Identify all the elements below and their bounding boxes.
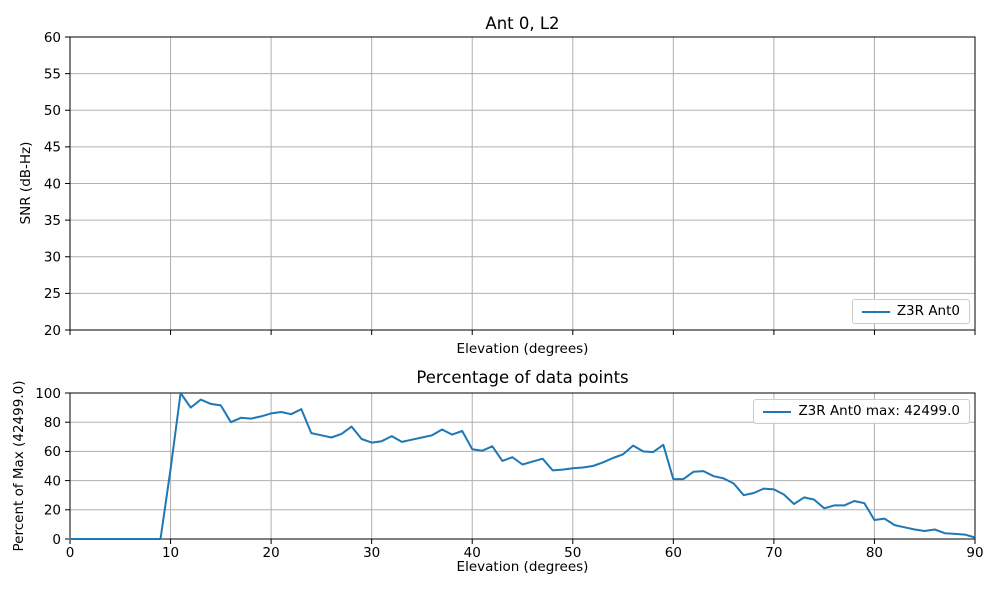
y-tick-label: 40 xyxy=(44,176,61,192)
x-tick-label: 10 xyxy=(162,545,179,561)
y-tick-label: 50 xyxy=(44,103,61,119)
y-tick-label: 100 xyxy=(35,386,61,402)
legend-line-sample-icon xyxy=(861,310,890,313)
y-tick-label: 25 xyxy=(44,286,61,302)
percentage-plot: 0 10 20 30 40 50 60 70 80 90 0 20 40 60 80 100 xyxy=(35,386,983,561)
y-tick-label: 60 xyxy=(44,30,61,46)
x-tick-label: 30 xyxy=(363,545,380,561)
y-tick-label: 40 xyxy=(44,473,61,489)
x-tick-label: 80 xyxy=(866,545,883,561)
y-tick-label: 55 xyxy=(44,66,61,82)
y-tick-label: 0 xyxy=(52,532,61,548)
bottom-plot-title: Percentage of data points xyxy=(416,368,629,387)
axes-spines xyxy=(69,36,976,331)
x-tick-label: 50 xyxy=(564,545,581,561)
y-tick-label: 45 xyxy=(44,140,61,156)
top-legend-label: Z3R Ant0 xyxy=(896,303,960,319)
y-tick-label: 60 xyxy=(44,444,61,460)
bottom-x-axis-label: Elevation (degrees) xyxy=(456,559,589,575)
x-tick-label: 60 xyxy=(665,545,682,561)
top-plot-title: Ant 0, L2 xyxy=(485,14,560,33)
z3r-ant0-line xyxy=(69,392,976,540)
y-tick-label: 35 xyxy=(44,213,61,229)
top-y-axis-label: SNR (dB-Hz) xyxy=(18,141,34,225)
top-legend: Z3R Ant0 xyxy=(851,299,970,324)
top-x-axis-label: Elevation (degrees) xyxy=(456,341,589,357)
y-tick-label: 30 xyxy=(44,250,61,266)
snr-plot: 20 25 30 35 40 45 50 55 60 xyxy=(44,30,976,339)
x-tick-label: 40 xyxy=(464,545,481,561)
x-tick-label: 20 xyxy=(263,545,280,561)
bottom-legend: Z3R Ant0 max: 42499.0 xyxy=(753,399,970,424)
bottom-legend-label: Z3R Ant0 max: 42499.0 xyxy=(798,403,960,419)
x-tick-label: 70 xyxy=(765,545,782,561)
y-tick-label: 20 xyxy=(44,323,61,339)
x-tick-label: 90 xyxy=(966,545,983,561)
bottom-y-axis-label: Percent of Max (42499.0) xyxy=(11,380,27,552)
y-tick-label: 20 xyxy=(44,503,61,519)
y-tick-label: 80 xyxy=(44,415,61,431)
x-tick-label: 0 xyxy=(66,545,75,561)
legend-line-sample-icon xyxy=(763,410,792,413)
axes-spines xyxy=(69,392,976,540)
